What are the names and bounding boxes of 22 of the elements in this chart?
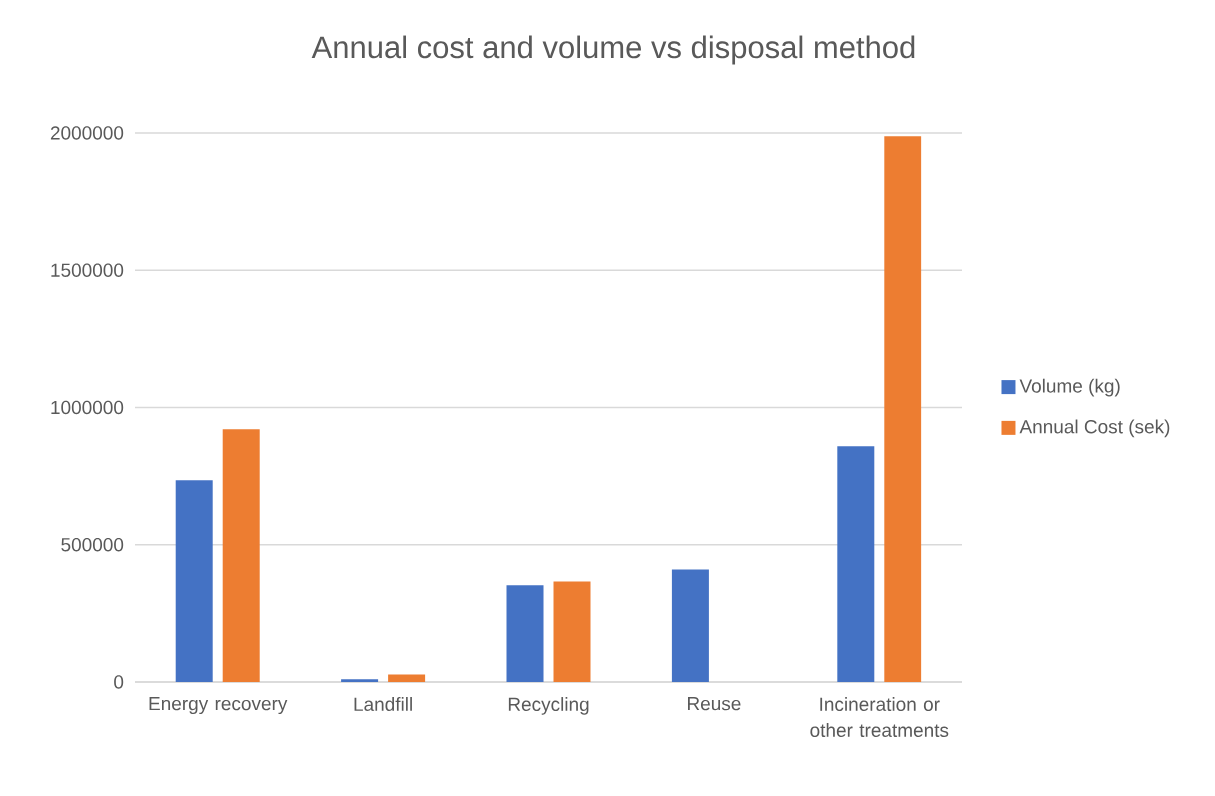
bar — [222, 429, 260, 682]
x-tick-label: Energy recovery — [149, 697, 288, 715]
bar — [175, 480, 213, 682]
y-tick-label: 1000000 — [51, 400, 124, 415]
x-tick-label: Recycling — [508, 697, 589, 715]
bar — [671, 569, 709, 682]
bar — [884, 136, 922, 682]
y-tick-label: 0 — [114, 675, 124, 689]
chart-title: Annual cost and volume vs disposal method — [311, 35, 915, 65]
legend-label: Annual Cost (sek) — [1019, 419, 1170, 438]
bar — [837, 446, 875, 682]
x-tick-label: Reuse — [688, 697, 741, 711]
x-tick-label: Landfill — [354, 697, 412, 712]
y-tick-label: 2000000 — [50, 126, 124, 140]
x-tick-label: Incineration or other treatments — [810, 697, 949, 738]
y-tick-label: 1500000 — [51, 263, 124, 277]
bar — [341, 679, 379, 682]
bar — [506, 585, 544, 682]
bar — [553, 581, 591, 682]
bar — [388, 674, 426, 682]
legend-label: Volume (kg) — [1019, 378, 1120, 397]
y-tick-label: 500000 — [61, 538, 124, 552]
